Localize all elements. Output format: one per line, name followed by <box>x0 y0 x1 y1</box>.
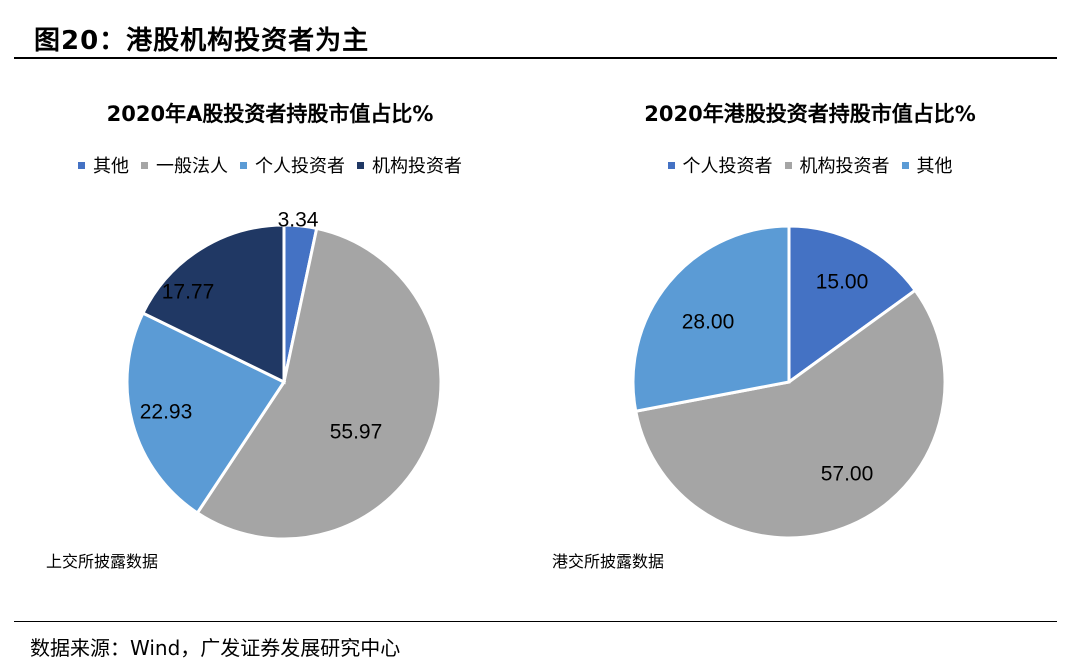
data-label: 17.77 <box>162 281 215 304</box>
legend-marker <box>240 161 247 169</box>
hk-share-pie-panel: 2020年港股投资者持股市值占比% 个人投资者 机构投资者 其他 15.00 57.0… <box>540 80 1080 610</box>
data-note: 港交所披露数据 <box>552 552 665 571</box>
legend-item: 机构投资者 <box>357 152 462 178</box>
legend-item: 一般法人 <box>141 152 228 178</box>
legend-label: 机构投资者 <box>799 156 890 177</box>
legend-item: 个人投资者 <box>240 152 345 178</box>
legend-marker <box>901 161 909 169</box>
legend-marker <box>667 161 675 169</box>
legend-marker <box>784 161 792 169</box>
chart-legend: 其他 一般法人 个人投资者 机构投资者 <box>0 152 540 178</box>
pie-slice <box>195 226 443 541</box>
legend-marker <box>141 161 148 169</box>
title-divider <box>14 57 1057 59</box>
legend-label: 其他 <box>93 156 129 177</box>
legend-label: 个人投资者 <box>255 156 345 177</box>
pie-chart: 3.34 55.97 22.93 17.77 <box>125 209 443 541</box>
footer-divider <box>14 621 1057 622</box>
a-share-pie-panel: 2020年A股投资者持股市值占比% 其他 一般法人 个人投资者 机构投资者 3.34 5… <box>0 80 540 610</box>
chart-title: 2020年港股投资者持股市值占比% <box>644 102 976 126</box>
legend-marker <box>78 161 85 169</box>
pie-slice <box>140 223 286 385</box>
legend-label: 个人投资者 <box>682 156 773 177</box>
legend-label: 其他 <box>916 156 953 177</box>
figure-title: 图20：港股机构投资者为主 <box>34 26 370 56</box>
data-label: 57.00 <box>821 463 874 486</box>
data-label: 3.34 <box>278 209 319 232</box>
data-label: 22.93 <box>140 401 193 424</box>
pie-slice <box>631 224 791 413</box>
chart-legend: 个人投资者 机构投资者 其他 <box>540 152 1080 178</box>
legend-item: 其他 <box>901 152 953 178</box>
legend-label: 一般法人 <box>156 156 228 177</box>
pie-slice <box>787 224 918 385</box>
pie-slice <box>634 288 947 540</box>
legend-label: 机构投资者 <box>372 156 462 177</box>
data-label: 28.00 <box>682 311 735 334</box>
legend-item: 其他 <box>78 152 129 178</box>
legend-item: 个人投资者 <box>667 152 773 178</box>
legend-marker <box>357 161 364 169</box>
pie-chart: 15.00 57.00 28.00 <box>631 224 947 540</box>
data-label: 15.00 <box>816 271 869 294</box>
data-note: 上交所披露数据 <box>46 552 159 571</box>
legend-item: 机构投资者 <box>784 152 890 178</box>
chart-title: 2020年A股投资者持股市值占比% <box>106 102 434 126</box>
data-label: 55.97 <box>330 421 383 444</box>
source-note: 数据来源：Wind，广发证券发展研究中心 <box>30 636 401 660</box>
